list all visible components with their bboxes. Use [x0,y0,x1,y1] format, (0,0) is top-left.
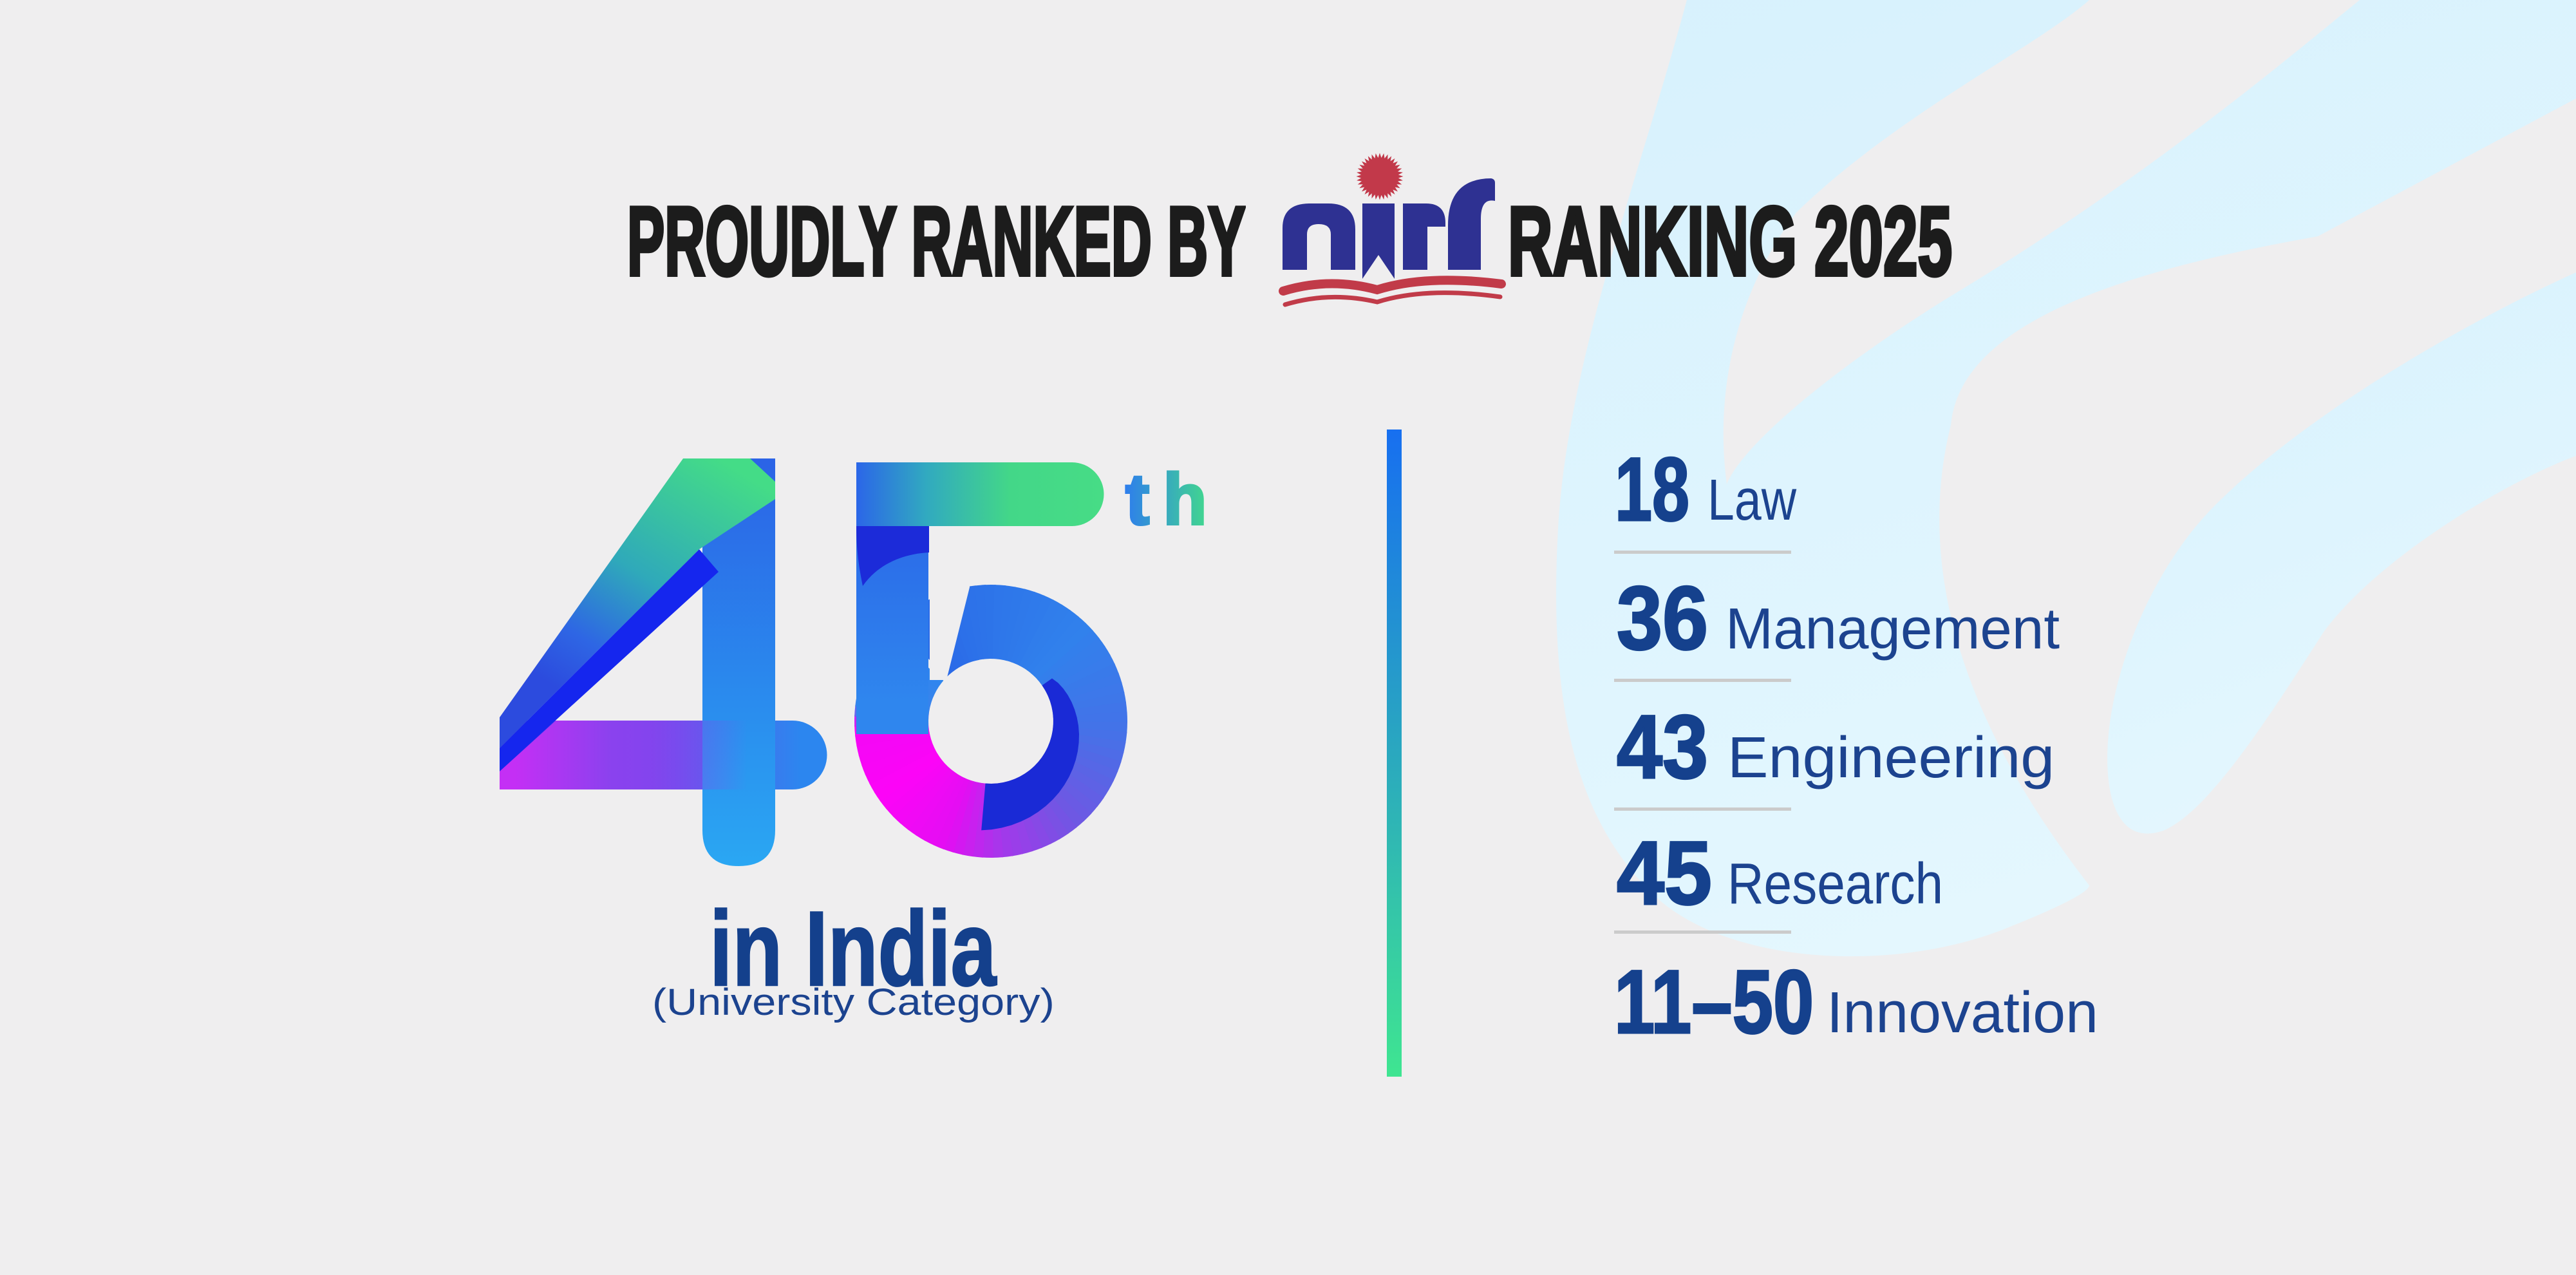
svg-text:th: th [1125,459,1221,540]
